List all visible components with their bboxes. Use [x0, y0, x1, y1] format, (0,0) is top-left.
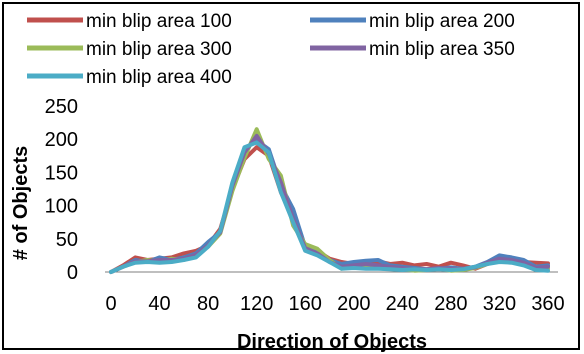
y-tick-label: 0: [67, 262, 78, 284]
series-line: [109, 145, 550, 274]
y-tick-label: 150: [45, 162, 78, 184]
x-tick-label: 120: [240, 293, 273, 315]
x-tick-label: 200: [337, 293, 370, 315]
legend-label: min blip area 100: [86, 11, 232, 32]
x-tick-label: 80: [197, 293, 219, 315]
series-lines: [109, 127, 550, 274]
y-tick-label: 250: [45, 96, 78, 118]
x-tick-label: 360: [531, 293, 564, 315]
legend-label: min blip area 400: [86, 67, 232, 88]
x-tick-label: 320: [483, 293, 516, 315]
x-tick-label: 40: [148, 293, 170, 315]
chart-frame: [2, 2, 580, 350]
legend: min blip area 100 min blip area 200 min bl…: [27, 11, 515, 88]
legend-label: min blip area 300: [86, 39, 232, 60]
x-axis-ticks: 0 40 80 120 160 200 240 280 320 360: [105, 293, 564, 315]
legend-label: min blip area 350: [369, 39, 515, 60]
y-tick-label: 200: [45, 129, 78, 151]
series-line: [109, 127, 550, 274]
x-tick-label: 240: [386, 293, 419, 315]
y-axis-title: # of Objects: [10, 146, 32, 260]
x-tick-label: 160: [289, 293, 322, 315]
x-axis-title: Direction of Objects: [237, 331, 427, 353]
series-line: [109, 138, 550, 274]
x-tick-label: 280: [434, 293, 467, 315]
series-line: [109, 133, 550, 274]
x-tick-label: 0: [105, 293, 116, 315]
y-tick-label: 100: [45, 196, 78, 218]
series-line: [109, 140, 550, 274]
y-axis-ticks: 0 50 100 150 200 250: [45, 96, 78, 284]
legend-label: min blip area 200: [369, 11, 515, 32]
y-tick-label: 50: [56, 229, 78, 251]
